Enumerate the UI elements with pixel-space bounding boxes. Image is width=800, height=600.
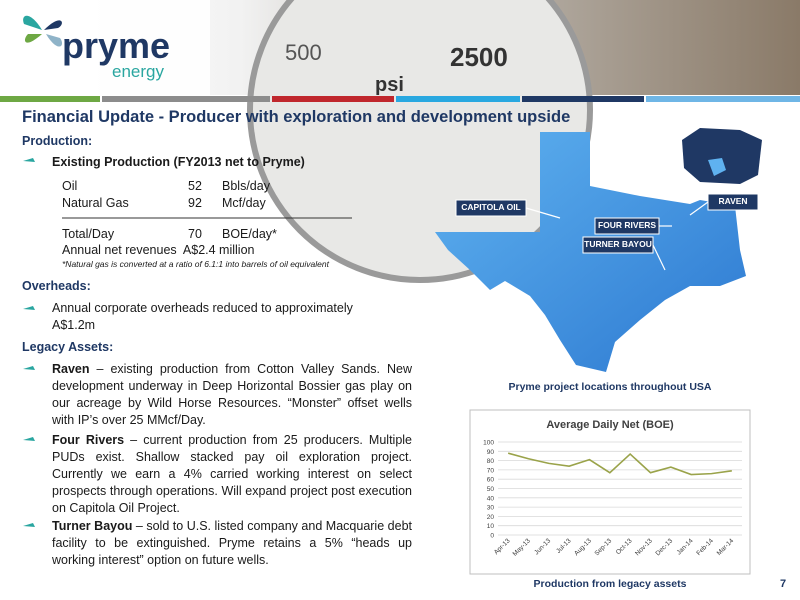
chart: Average Daily Net (BOE) 0 10 20 30 40 50 60 70 8…: [483, 419, 742, 558]
x-tick-label: Jan-14: [676, 537, 695, 556]
asset-name: Turner Bayou: [52, 519, 133, 533]
y-tick-label: 40: [487, 495, 495, 502]
gauge-label: 500: [285, 40, 322, 65]
cell: Mcf/day: [222, 196, 266, 210]
chart-title: Average Daily Net (BOE): [546, 419, 674, 431]
map-caption: Pryme project locations throughout USA: [508, 381, 712, 393]
bullet: Four Rivers – current production from 25…: [52, 432, 412, 517]
cell: Natural Gas: [62, 196, 129, 210]
gauge-label: psi: [375, 74, 404, 96]
asset-name: Four Rivers: [52, 433, 125, 447]
cell: 70: [188, 227, 202, 241]
bullet: Raven – existing production from Cotton …: [52, 361, 412, 429]
x-tick-label: Jul-13: [555, 537, 573, 555]
x-tick-label: Dec-13: [654, 537, 674, 557]
bullet-icons: [23, 158, 35, 527]
logo-name: pryme: [62, 25, 171, 66]
y-tick-label: 20: [487, 514, 495, 521]
bullet: Turner Bayou – sold to U.S. listed compa…: [52, 518, 412, 569]
page-number: 7: [780, 578, 787, 590]
x-tick-label: Nov-13: [634, 537, 654, 557]
inset-highlight: [708, 158, 726, 176]
asset-name: Raven: [52, 362, 90, 376]
data-line: [507, 452, 732, 476]
map-label: TURNER BAYOU: [584, 239, 652, 249]
slide-title: Financial Update - Producer with explora…: [22, 108, 571, 126]
y-tick-label: 0: [490, 533, 494, 540]
cell: Oil: [62, 179, 78, 193]
bullet: Existing Production (FY2013 net to Pryme…: [52, 155, 305, 169]
x-tick-label: Feb-14: [695, 537, 715, 557]
usa-inset: [682, 128, 762, 184]
section-heading: Production:: [22, 134, 93, 148]
map-connectors: [525, 201, 709, 271]
y-tick-label: 60: [487, 477, 495, 484]
x-tick-label: Aug-13: [573, 537, 593, 557]
x-tick-label: Oct-13: [615, 537, 634, 556]
chart-frame: [469, 409, 751, 575]
footnote: *Natural gas is converted at a ratio of …: [62, 259, 329, 269]
map-label: FOUR RIVERS: [597, 220, 657, 230]
x-tick-label: Apr-13: [493, 537, 512, 556]
map-label: RAVEN: [718, 196, 748, 206]
map-label-boxes: [455, 193, 759, 254]
x-tick-label: Jun-13: [533, 537, 552, 556]
asset-text: – current production from 25 producers. …: [52, 433, 413, 515]
y-tick-label: 50: [487, 486, 495, 493]
x-tick-label: May-13: [512, 537, 533, 558]
y-tick-label: 10: [487, 523, 495, 530]
cell: BOE/day*: [222, 227, 277, 241]
color-strip: [0, 96, 800, 102]
y-tick-label: 80: [487, 458, 495, 465]
asset-text: – sold to U.S. listed company and Macqua…: [52, 519, 412, 567]
logo-backdrop: [0, 0, 210, 95]
cell: 92: [188, 196, 202, 210]
y-tick-label: 30: [487, 505, 495, 512]
cell: 52: [188, 179, 202, 193]
y-tick-label: 70: [487, 467, 495, 474]
y-tick-label: 100: [483, 440, 494, 447]
x-tick-label: Mar-14: [716, 537, 736, 557]
x-tick-label: Sep-13: [593, 537, 613, 557]
y-tick-label: 90: [487, 449, 495, 456]
gauge-label: 2500: [450, 42, 508, 72]
bullet: Annual corporate overheads reduced to ap…: [52, 301, 353, 332]
asset-text: – existing production from Cotton Valley…: [52, 362, 412, 427]
section-heading: Legacy Assets:: [22, 340, 114, 354]
logo-icon: [23, 15, 63, 47]
cell: Bbls/day: [222, 179, 270, 193]
revenue: Annual net revenues A$2.4 million: [62, 243, 255, 257]
map-label: CAPITOLA OIL: [461, 202, 521, 212]
logo-sub: energy: [112, 62, 164, 81]
chart-caption: Production from legacy assets: [533, 578, 687, 590]
section-heading: Overheads:: [22, 279, 91, 293]
cell: Total/Day: [62, 227, 115, 241]
